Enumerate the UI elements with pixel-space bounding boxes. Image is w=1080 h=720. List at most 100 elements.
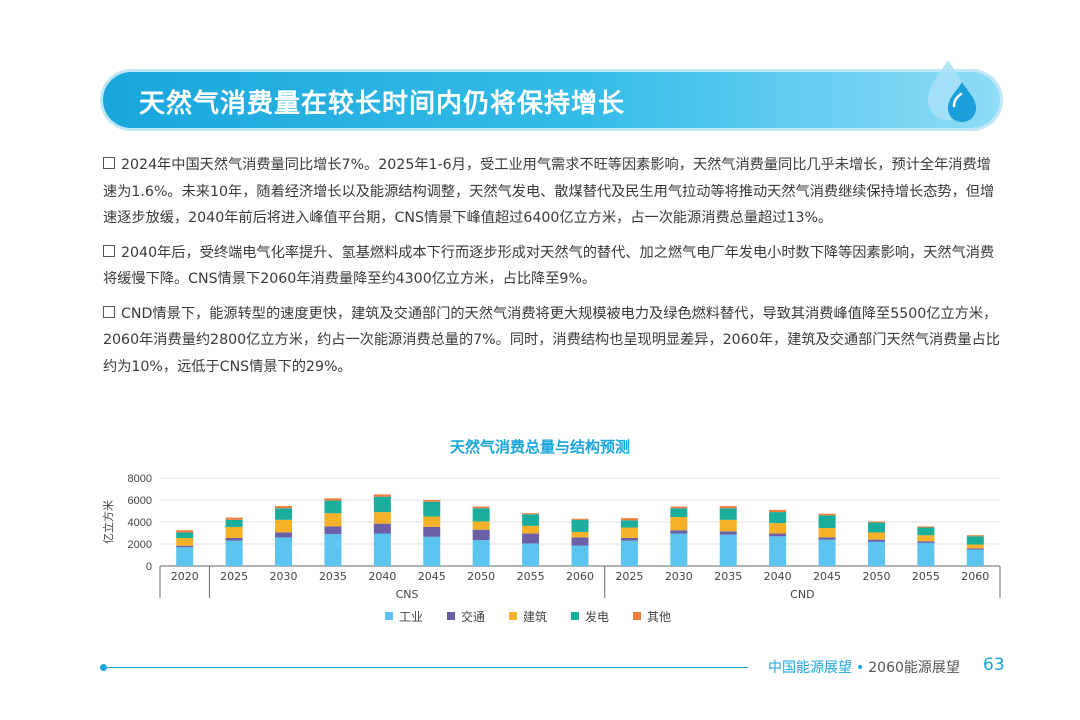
footer-publication: 中国能源展望 • 2060能源展望: [768, 660, 960, 676]
bar-segment: [818, 513, 836, 516]
x-tick-label: 2050: [467, 570, 495, 583]
bar-segment: [966, 535, 984, 537]
bar-segment: [769, 523, 787, 534]
bar-segment: [867, 521, 885, 523]
legend-swatch: [385, 612, 393, 620]
bar-segment: [867, 522, 885, 533]
bar-segment: [423, 500, 441, 502]
bar-segment: [225, 537, 243, 541]
x-tick-label: 2050: [862, 570, 890, 583]
x-tick-label: 2035: [319, 570, 347, 583]
legend-label: 其他: [647, 610, 671, 624]
x-tick-label: 2055: [517, 570, 545, 583]
bar-segment: [522, 533, 540, 544]
bar-segment: [324, 534, 342, 566]
bar-segment: [275, 537, 293, 566]
bar-segment: [522, 514, 540, 526]
legend-label: 发电: [585, 609, 609, 624]
bar-segment: [373, 512, 391, 524]
bar-segment: [423, 536, 441, 566]
bar-segment: [275, 506, 293, 509]
x-tick-label: 2025: [615, 570, 643, 583]
bar-segment: [620, 520, 638, 528]
chart-title: 天然气消费总量与结构预测: [449, 438, 630, 456]
bar-segment: [176, 547, 194, 566]
bar-segment: [670, 530, 688, 534]
bar-segment: [620, 518, 638, 521]
bar-segment: [769, 536, 787, 566]
bar-segment: [571, 545, 589, 566]
bar-segment: [423, 516, 441, 527]
bullet-paragraph-2: 2040年后，受终端电气化率提升、氢基燃料成本下行而逐步形成对天然气的替代、加之…: [103, 244, 995, 287]
bar-segment: [818, 539, 836, 566]
bar-segment: [867, 541, 885, 566]
bar-segment: [670, 533, 688, 566]
bar-segment: [670, 517, 688, 531]
bar-segment: [818, 515, 836, 529]
bar-segment: [373, 533, 391, 566]
bar-segment: [522, 543, 540, 566]
bullet-paragraph-1: 2024年中国天然气消费量同比增长7%。2025年1-6月，受工业用气需求不旺等…: [103, 157, 995, 226]
bar-segment: [423, 526, 441, 537]
bar-segment: [472, 521, 490, 530]
y-tick-label: 2000: [128, 539, 152, 551]
y-tick-label: 4000: [128, 517, 152, 529]
x-tick-label: 2045: [813, 570, 841, 583]
checkbox-icon: [103, 305, 115, 318]
checkbox-icon: [103, 157, 115, 169]
bar-segment: [373, 494, 391, 497]
footer-rule: [103, 667, 748, 668]
bar-segment: [225, 519, 243, 527]
bar-segment: [670, 506, 688, 509]
bar-segment: [917, 541, 935, 543]
bar-segment: [472, 529, 490, 541]
bar-segment: [176, 545, 194, 548]
bar-segment: [571, 519, 589, 532]
bar-segment: [867, 532, 885, 540]
water-drop-icon: [928, 60, 976, 122]
bar-segment: [373, 523, 391, 534]
bar-segment: [620, 540, 638, 566]
bar-segment: [719, 519, 737, 532]
bar-segment: [917, 542, 935, 566]
bar-segment: [275, 532, 293, 538]
group-label: CNS: [396, 588, 419, 601]
bar-segment: [966, 548, 984, 550]
bar-segment: [966, 536, 984, 545]
x-tick-label: 2045: [418, 570, 446, 583]
bar-segment: [670, 508, 688, 518]
bar-segment: [867, 539, 885, 542]
group-label: CND: [790, 588, 814, 601]
x-tick-label: 2025: [220, 570, 248, 583]
bar-segment: [571, 537, 589, 546]
bar-segment: [719, 506, 737, 509]
bar-segment: [571, 518, 589, 520]
bar-segment: [423, 501, 441, 517]
stacked-bar-chart: 0 2000 4000 6000 8000 亿立方米 2020 2025 2030 2035 204…: [101, 473, 1001, 624]
bar-segment: [769, 509, 787, 513]
legend-swatch: [571, 612, 579, 620]
legend-label: 交通: [461, 609, 485, 624]
bar-segment: [373, 496, 391, 513]
x-tick-label: 2060: [961, 570, 989, 583]
bar-segment: [225, 517, 243, 520]
bar-segment: [472, 508, 490, 522]
x-tick-label: 2040: [368, 570, 396, 583]
bar-segment: [966, 544, 984, 549]
bar-segment: [769, 512, 787, 524]
x-tick-label: 2055: [912, 570, 940, 583]
x-tick-label: 2060: [566, 570, 594, 583]
checkbox-icon: [103, 244, 115, 257]
body-text: 2024年中国天然气消费量同比增长7%。2025年1-6月，受工业用气需求不旺等…: [103, 152, 1003, 388]
section-banner: 天然气消费量在较长时间内仍将保持增长: [103, 72, 1000, 128]
y-axis-label: 亿立方米: [101, 500, 115, 544]
bar-segment: [620, 527, 638, 538]
x-tick-label: 2020: [171, 570, 199, 583]
bar-segment: [719, 508, 737, 520]
x-tick-label: 2030: [270, 570, 298, 583]
bar-segment: [917, 527, 935, 536]
bar-segment: [917, 535, 935, 542]
x-tick-label: 2040: [764, 570, 792, 583]
x-tick-label: 2035: [714, 570, 742, 583]
bar-segment: [522, 525, 540, 534]
